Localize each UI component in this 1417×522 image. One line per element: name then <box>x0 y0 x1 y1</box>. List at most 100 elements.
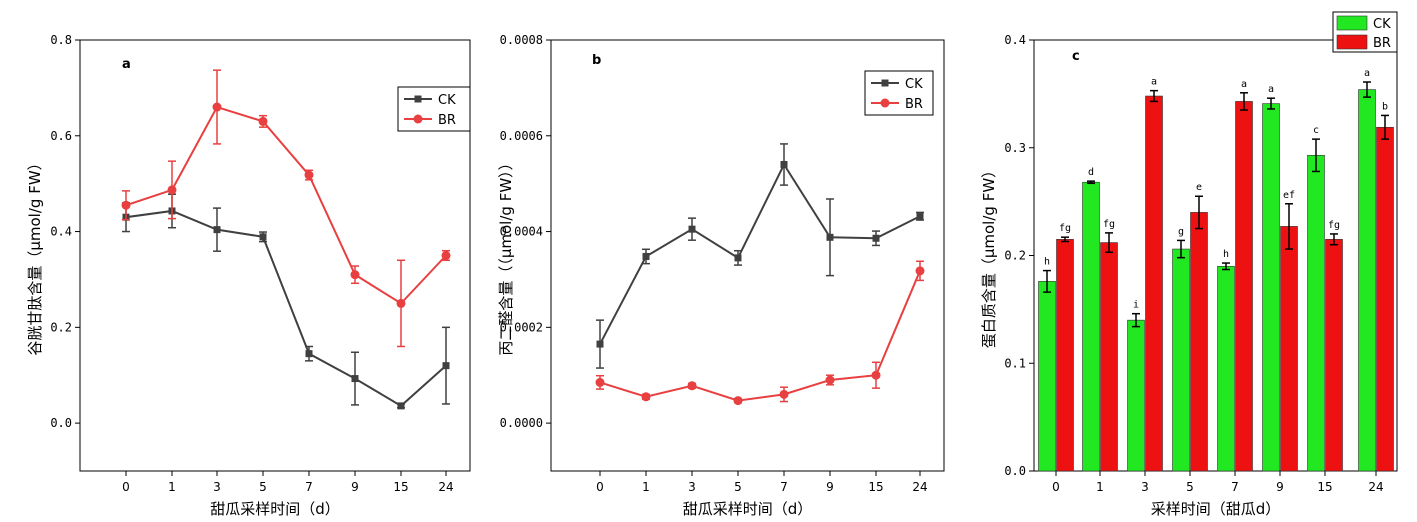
x-tick-label: 9 <box>351 480 359 494</box>
legend-swatch <box>1336 15 1368 31</box>
legend-label: CK <box>438 93 456 108</box>
legend-label: CK <box>905 77 923 92</box>
series-CK <box>596 143 924 369</box>
data-point <box>396 298 406 308</box>
data-point <box>734 254 742 262</box>
y-tick-label: 0.1 <box>1004 356 1026 370</box>
y-tick-label: 0.6 <box>50 129 72 143</box>
y-tick-label: 0.0 <box>1004 464 1026 478</box>
data-point <box>213 226 221 234</box>
x-tick-label: 3 <box>1141 480 1149 494</box>
y-tick-label: 0.2 <box>1004 249 1026 263</box>
x-axis-title: 甜瓜采样时间（d） <box>210 500 340 518</box>
y-tick-label: 0.0008 <box>500 33 543 47</box>
y-tick-label: 0.0004 <box>500 225 543 239</box>
y-tick-label: 0.0002 <box>500 320 543 334</box>
bar <box>1145 95 1163 472</box>
y-tick-label: 0.0000 <box>500 416 543 430</box>
bar <box>1217 265 1235 472</box>
y-tick-label: 0.4 <box>1004 33 1026 47</box>
bar <box>1376 126 1394 472</box>
y-tick-label: 0.2 <box>50 320 72 334</box>
significance-letter: c <box>1313 125 1319 136</box>
x-tick-label: 7 <box>305 480 313 494</box>
data-point <box>733 396 743 406</box>
significance-letter: fg <box>1059 223 1071 234</box>
x-axis-title: 甜瓜采样时间（d） <box>683 500 813 518</box>
x-tick-label: 7 <box>780 480 788 494</box>
legend-label: BR <box>1373 36 1391 51</box>
legend: CK BR <box>1332 11 1398 53</box>
bar <box>1190 212 1208 472</box>
data-point <box>916 212 924 220</box>
y-tick-label: 0.3 <box>1004 141 1026 155</box>
significance-letter: a <box>1268 84 1274 95</box>
data-point <box>167 185 177 195</box>
bar <box>1235 101 1253 472</box>
y-axis-title: 蛋白质含量（μmol/g FW） <box>980 163 998 348</box>
significance-letter: a <box>1151 77 1157 88</box>
data-point <box>259 233 267 241</box>
bar <box>1325 239 1343 472</box>
x-tick-label: 3 <box>213 480 221 494</box>
significance-letter: ef <box>1283 190 1295 201</box>
significance-letter: h <box>1223 249 1229 260</box>
bar <box>1358 89 1376 472</box>
significance-letter: a <box>1241 79 1247 90</box>
x-tick-label: 15 <box>1317 480 1332 494</box>
data-point <box>595 377 605 387</box>
bar <box>1082 181 1100 472</box>
data-point <box>304 170 314 180</box>
chart-panel-c: 0.0 0.1 0.2 0.3 0.4 0 1 3 5 7 9 15 24 采样时间（甜瓜d） 蛋白质含量（… <box>980 11 1398 518</box>
data-point <box>442 362 450 370</box>
x-tick-label: 24 <box>912 480 927 494</box>
x-tick-label: 0 <box>1052 480 1060 494</box>
x-tick-label: 1 <box>1096 480 1104 494</box>
legend: CK BR <box>397 86 471 132</box>
legend-label: BR <box>438 113 456 128</box>
y-axis-title: 丙二醛含量（（μmol/g FW）） <box>497 155 515 355</box>
y-axis-title: 谷胱甘肽含量（μmol/g FW） <box>26 155 44 355</box>
panel-letter: b <box>592 53 601 68</box>
x-tick-label: 3 <box>688 480 696 494</box>
data-point <box>825 375 835 385</box>
data-point <box>780 161 788 169</box>
chart-panel-a: 0.0 0.2 0.4 0.6 0.8 0 1 3 5 7 9 15 24 甜瓜采样时间（d） 谷胱甘肽含量… <box>26 33 471 518</box>
x-tick-label: 0 <box>122 480 130 494</box>
x-tick-label: 5 <box>1186 480 1194 494</box>
series-CK: h d i g h a c a <box>1038 68 1376 472</box>
data-point <box>121 200 131 210</box>
significance-letter: g <box>1178 226 1184 237</box>
y-tick-label: 0.0006 <box>500 129 543 143</box>
data-point <box>596 340 604 348</box>
data-point <box>258 116 268 126</box>
data-point <box>779 389 789 399</box>
legend-label: CK <box>1373 17 1391 32</box>
x-tick-label: 5 <box>259 480 267 494</box>
significance-letter: h <box>1044 257 1050 268</box>
x-tick-label: 15 <box>393 480 408 494</box>
data-point <box>212 102 222 112</box>
bar <box>1262 103 1280 472</box>
plot-frame <box>79 39 471 472</box>
data-point <box>872 234 880 242</box>
x-tick-label: 9 <box>1276 480 1284 494</box>
series-line <box>125 209 447 408</box>
x-tick-label: 5 <box>734 480 742 494</box>
legend-box <box>864 70 934 116</box>
x-tick-label: 9 <box>826 480 834 494</box>
data-point <box>642 252 650 260</box>
legend-box <box>397 86 471 132</box>
data-point <box>350 270 360 280</box>
significance-letter: d <box>1088 167 1094 178</box>
data-point <box>687 381 697 391</box>
legend-label: BR <box>905 97 923 112</box>
legend-marker <box>413 114 423 124</box>
series-line <box>599 270 921 402</box>
panel-letter: c <box>1072 49 1080 64</box>
x-tick-label: 24 <box>1368 480 1383 494</box>
data-point <box>441 251 451 260</box>
legend-marker <box>414 95 422 103</box>
series-BR: fg fg a e a ef fg b <box>1056 77 1394 472</box>
